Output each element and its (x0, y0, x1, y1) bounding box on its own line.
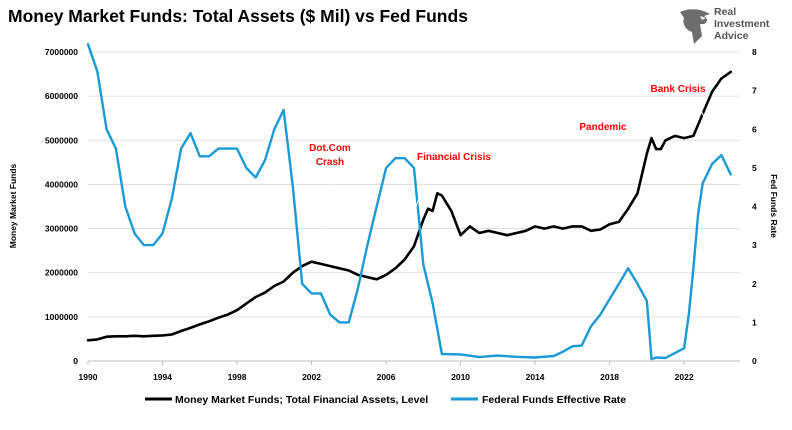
real-investment-advice-logo: Real Investment Advice (678, 4, 788, 48)
x-tick-label: 2022 (675, 372, 694, 382)
x-tick-label: 2002 (302, 372, 321, 382)
logo-line-1: Real (714, 6, 737, 18)
y2-tick-label: 1 (752, 317, 757, 327)
y-tick-label: 4000000 (45, 179, 78, 189)
x-tick-label: 2010 (451, 372, 470, 382)
legend-label-mmf: Money Market Funds; Total Financial Asse… (175, 394, 428, 406)
y-tick-label: 3000000 (45, 224, 78, 234)
y2-tick-label: 3 (752, 240, 757, 250)
y2-tick-label: 5 (752, 163, 757, 173)
series-layer (86, 43, 733, 361)
y-tick-label: 6000000 (45, 91, 78, 101)
y2-tick-label: 6 (752, 124, 757, 134)
series-line-fed-funds-rate (86, 43, 732, 361)
x-tick-label: 1994 (153, 372, 172, 382)
gridlines (88, 51, 740, 318)
annotation-leader (317, 171, 334, 263)
annotation-leader (629, 126, 661, 139)
logo-text: Real Investment Advice (714, 6, 769, 42)
x-tick-label: 2006 (377, 372, 396, 382)
eagle-icon (680, 9, 710, 44)
annotation-label: Pandemic (579, 122, 627, 133)
y-axis-label: Money Market Funds (8, 163, 18, 248)
x-tick-label: 2014 (526, 372, 545, 382)
chart-title: Money Market Funds: Total Assets ($ Mil)… (8, 6, 468, 26)
y-tick-label: 2000000 (45, 268, 78, 278)
y-tick-label: 5000000 (45, 135, 78, 145)
y2-tick-label: 7 (752, 86, 757, 96)
legend: Money Market Funds; Total Financial Asse… (145, 394, 626, 406)
y-tick-label: 7000000 (45, 47, 78, 57)
annotation-label: Crash (316, 157, 344, 168)
legend-label-fed: Federal Funds Effective Rate (482, 394, 626, 406)
annotation-leader (692, 95, 709, 125)
annotation-label: Dot.Com (309, 143, 351, 154)
y2-axis-label: Fed Funds Rate (769, 174, 779, 238)
axes: 0 1000000 2000000 3000000 4000000 5000000 6000… (45, 47, 757, 382)
annotation-leader (414, 164, 431, 211)
logo-line-3: Advice (714, 30, 749, 42)
y2-tick-label: 4 (752, 202, 757, 212)
logo-line-2: Investment (714, 18, 770, 30)
series-line-money-market-funds (86, 70, 733, 342)
y-tick-label: 1000000 (45, 312, 78, 322)
x-tick-label: 1998 (228, 372, 247, 382)
y2-tick-label: 0 (752, 356, 757, 366)
y2-tick-label: 2 (752, 279, 757, 289)
annotation-label: Bank Crisis (650, 84, 705, 95)
x-tick-label: 1990 (79, 372, 98, 382)
y2-tick-label: 8 (752, 47, 757, 57)
x-tick-label: 2018 (600, 372, 619, 382)
y-tick-label: 0 (73, 356, 78, 366)
annotations: Dot.Com Crash Financial Crisis Pandemic Bank… (309, 84, 709, 263)
annotation-label: Financial Crisis (417, 152, 491, 163)
